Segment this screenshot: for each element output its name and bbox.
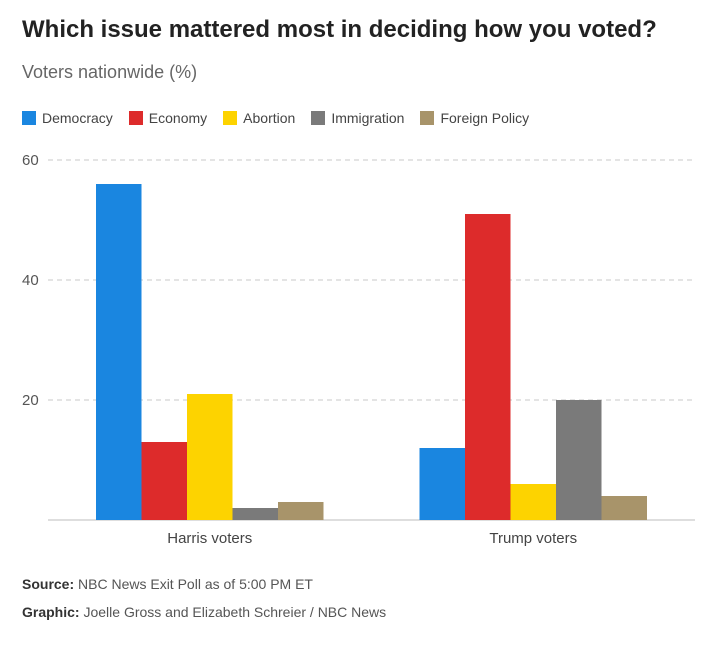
y-tick-label: 20 (22, 392, 39, 409)
legend-swatch-democracy (22, 111, 36, 125)
bar-abortion (187, 394, 233, 520)
bar-democracy (96, 184, 142, 520)
source-line: Source: NBC News Exit Poll as of 5:00 PM… (22, 576, 313, 592)
bar-foreign-policy (278, 502, 324, 520)
bar-abortion (510, 484, 556, 520)
legend: Democracy Economy Abortion Immigration F… (22, 110, 529, 126)
bar-economy (141, 442, 187, 520)
legend-label-economy: Economy (148, 110, 208, 126)
legend-swatch-foreign-policy (420, 111, 435, 125)
bar-immigration (232, 508, 278, 520)
x-tick-label: Trump voters (489, 530, 577, 547)
legend-swatch-abortion (223, 111, 238, 125)
graphic-label: Graphic: (22, 604, 80, 620)
y-tick-label: 60 (22, 152, 39, 169)
y-tick-label: 40 (22, 272, 39, 289)
legend-swatch-economy (128, 111, 143, 125)
bar-foreign-policy (601, 496, 647, 520)
legend-item-foreign-policy: Foreign Policy (420, 110, 529, 126)
legend-item-democracy: Democracy (22, 110, 113, 126)
legend-label-abortion: Abortion (243, 110, 296, 126)
bar-immigration (556, 400, 602, 520)
legend-label-immigration: Immigration (331, 110, 405, 126)
legend-label-democracy: Democracy (42, 110, 113, 126)
graphic-line: Graphic: Joelle Gross and Elizabeth Schr… (22, 604, 386, 620)
chart-title: Which issue mattered most in deciding ho… (22, 16, 657, 43)
chart-subtitle: Voters nationwide (%) (22, 62, 198, 82)
legend-swatch-immigration (311, 111, 326, 125)
bar-chart: 20 40 60 Harris voters Trump voters (22, 152, 695, 547)
legend-label-foreign-policy: Foreign Policy (440, 110, 530, 126)
bar-economy (465, 214, 511, 520)
source-text: NBC News Exit Poll as of 5:00 PM ET (78, 576, 313, 592)
legend-item-economy: Economy (128, 110, 208, 126)
bar-democracy (419, 448, 465, 520)
legend-item-immigration: Immigration (311, 110, 404, 126)
x-tick-label: Harris voters (167, 530, 252, 547)
source-label: Source: (22, 576, 75, 592)
graphic-text: Joelle Gross and Elizabeth Schreier / NB… (83, 604, 387, 620)
legend-item-abortion: Abortion (223, 110, 295, 126)
